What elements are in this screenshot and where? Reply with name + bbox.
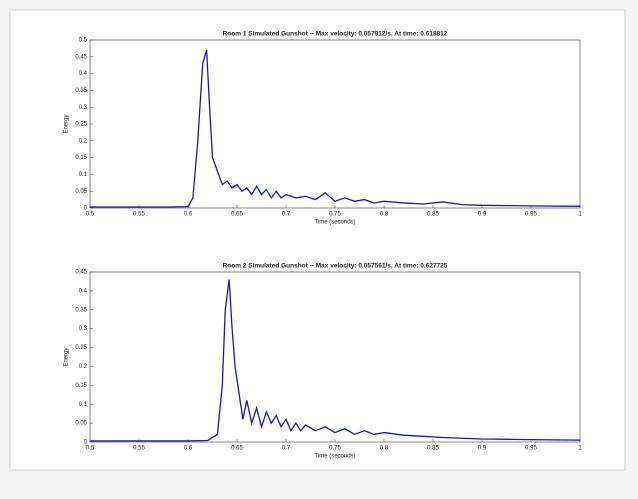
y-axis-label: Energy: [64, 347, 70, 366]
y-tick-label: 0.1: [79, 172, 88, 178]
axes-box: [89, 271, 581, 443]
y-tick-label: 0: [84, 206, 88, 212]
x-tick-label: 0.7: [282, 446, 291, 452]
y-tick-label: 0.5: [79, 38, 88, 44]
y-tick-label: 0.3: [79, 326, 88, 332]
x-tick-label: 0.9: [478, 446, 487, 452]
y-tick-label: 0.25: [75, 345, 87, 351]
y-tick-label: 0.35: [75, 88, 87, 94]
x-tick-label: 0.65: [231, 212, 243, 218]
x-tick-label: 0.65: [231, 446, 243, 452]
chart-title: Room 2 Simulated Gunshot -- Max velocity…: [223, 263, 448, 270]
y-tick-label: 0.4: [79, 71, 88, 77]
y-tick-label: 0.45: [75, 270, 87, 276]
axes-box: [89, 39, 581, 209]
x-axis-label: Time (seconds): [314, 220, 355, 226]
x-tick-label: 0.7: [282, 212, 291, 218]
chart-title: Room 1 Simulated Gunshot -- Max velocity…: [223, 31, 448, 38]
x-tick-label: 0.95: [525, 446, 537, 452]
x-tick-label: 0.5: [86, 212, 95, 218]
y-tick-label: 0.1: [79, 402, 88, 408]
x-tick-label: 0.6: [184, 212, 193, 218]
x-tick-label: 0.55: [133, 446, 145, 452]
y-tick-label: 0.2: [79, 364, 88, 370]
y-tick-label: 0: [84, 440, 88, 446]
x-tick-label: 0.95: [525, 212, 537, 218]
x-tick-label: 1: [578, 446, 582, 452]
y-tick-label: 0.25: [75, 122, 87, 128]
y-tick-label: 0.15: [75, 383, 87, 389]
y-tick-label: 0.05: [75, 421, 87, 427]
y-tick-label: 0.2: [79, 138, 88, 144]
x-tick-label: 0.85: [427, 446, 439, 452]
y-axis-label: Energy: [64, 114, 70, 133]
y-tick-label: 0.05: [75, 189, 87, 195]
y-tick-label: 0.35: [75, 307, 87, 313]
y-tick-label: 0.15: [75, 155, 87, 161]
x-tick-label: 0.85: [427, 212, 439, 218]
x-tick-label: 0.6: [184, 446, 193, 452]
x-tick-label: 0.8: [380, 446, 389, 452]
y-tick-label: 0.4: [79, 288, 88, 294]
x-tick-label: 0.55: [133, 212, 145, 218]
y-tick-label: 0.3: [79, 105, 88, 111]
data-line: [90, 49, 581, 208]
y-tick-label: 0.45: [75, 54, 87, 60]
x-tick-label: 0.5: [86, 446, 95, 452]
x-tick-label: 0.75: [329, 212, 341, 218]
x-tick-label: 0.8: [380, 212, 389, 218]
x-tick-label: 0.75: [329, 446, 341, 452]
x-tick-label: 1: [578, 212, 582, 218]
x-tick-label: 0.9: [478, 212, 487, 218]
x-axis-label: Time (seconds): [314, 454, 355, 460]
data-line: [90, 279, 581, 442]
